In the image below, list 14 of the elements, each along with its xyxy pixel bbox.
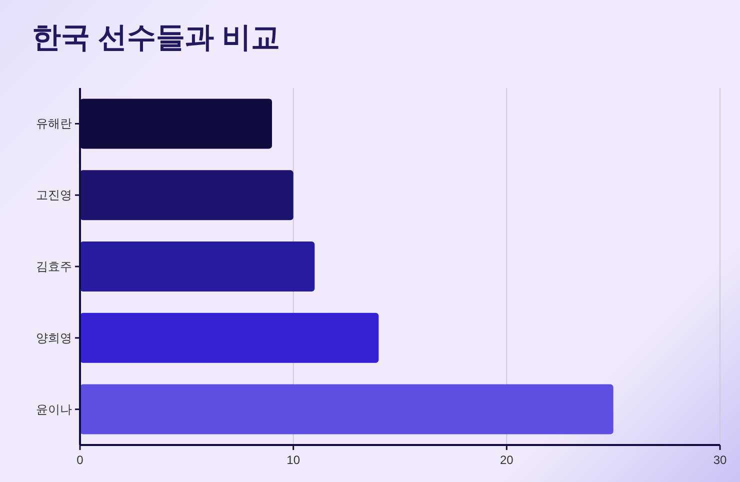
bar [80, 384, 614, 434]
y-tick-label: 유해란 [36, 116, 72, 131]
chart-title: 한국 선수들과 비교 [32, 22, 280, 54]
x-tick-label: 10 [286, 453, 300, 467]
y-tick-label: 김효주 [36, 260, 72, 274]
bar [80, 170, 294, 220]
bar [80, 312, 379, 363]
y-tick-label: 윤이나 [36, 402, 72, 416]
x-tick-label: 0 [76, 453, 84, 467]
x-tick-label: 30 [713, 453, 727, 467]
y-tick-label: 고진영 [36, 188, 72, 202]
y-tick-label: 양희영 [36, 330, 72, 345]
bar [80, 242, 315, 292]
x-tick-label: 20 [500, 453, 514, 467]
